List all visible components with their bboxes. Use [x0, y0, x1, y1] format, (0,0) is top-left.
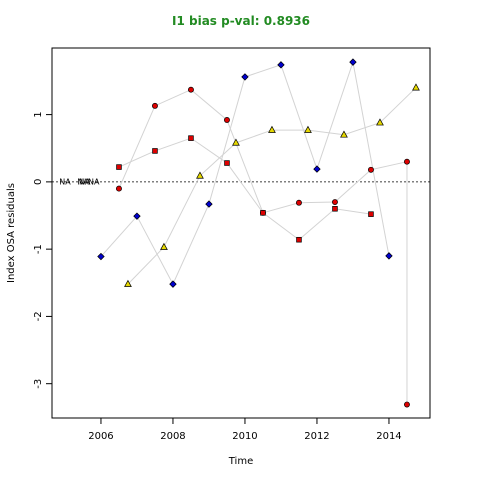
point: [368, 211, 374, 217]
point: [188, 86, 194, 93]
point: [332, 199, 338, 206]
point: [404, 158, 410, 165]
annotation: NA: [59, 177, 71, 186]
y-tick-label: 0: [33, 179, 44, 185]
point: [296, 236, 302, 243]
y-tick-label: -3: [33, 379, 44, 389]
point: [376, 118, 384, 126]
point: [349, 58, 357, 66]
point: [224, 117, 230, 123]
point: [232, 138, 240, 146]
point: [277, 61, 285, 69]
annotation: NA: [79, 177, 91, 186]
point: [116, 164, 122, 170]
point: [224, 160, 230, 166]
annotation: NA: [77, 177, 89, 186]
x-axis-label: Time: [228, 456, 253, 467]
y-tick-label: -1: [33, 244, 44, 254]
point: [160, 242, 168, 250]
point: [340, 130, 348, 138]
point: [368, 166, 374, 173]
point: [241, 73, 249, 81]
point: [188, 135, 194, 141]
point: [304, 125, 312, 133]
y-tick-label: 1: [33, 111, 44, 117]
y-tick-label: -2: [33, 311, 44, 321]
y-axis-label: Index OSA residuals: [6, 183, 17, 283]
series-line: [118, 89, 408, 405]
point: [313, 165, 321, 173]
series-line: [118, 137, 372, 241]
point: [296, 199, 302, 206]
plot-frame: [51, 47, 431, 419]
point: [116, 185, 122, 192]
point: [260, 210, 266, 216]
x-tick-label: 2014: [376, 431, 401, 442]
point: [133, 212, 141, 220]
point: [332, 206, 338, 212]
point: [97, 252, 105, 261]
point: [385, 252, 393, 260]
point: [404, 401, 410, 408]
point: [124, 279, 132, 287]
x-tick-label: 2012: [304, 431, 329, 442]
point: [152, 102, 158, 109]
chart-title: I1 bias p-val: 0.8936: [172, 14, 310, 28]
x-tick-label: 2008: [160, 431, 185, 442]
point: [152, 148, 158, 154]
x-tick-label: 2010: [232, 431, 257, 442]
point: [268, 125, 276, 133]
annotation: NA: [88, 177, 100, 186]
point: [196, 171, 204, 179]
point: [412, 83, 420, 91]
point: [205, 200, 213, 208]
point: [169, 280, 177, 288]
x-tick-label: 2006: [88, 431, 113, 442]
